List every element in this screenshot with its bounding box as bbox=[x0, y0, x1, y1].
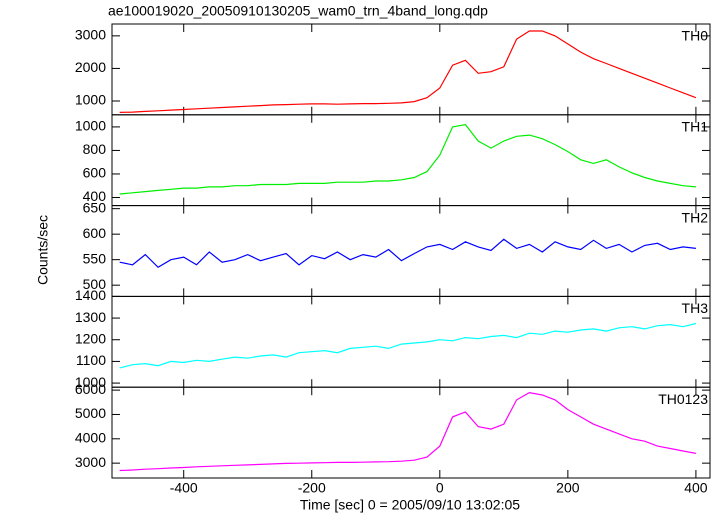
chart-title: ae100019020_20050910130205_wam0_trn_4ban… bbox=[108, 3, 488, 19]
panel-frame bbox=[111, 386, 711, 479]
y-tick-label: 800 bbox=[83, 141, 107, 157]
y-tick-label: 6000 bbox=[75, 381, 106, 397]
y-tick-label: 1000 bbox=[75, 118, 106, 134]
y-tick-label: 1100 bbox=[76, 352, 106, 368]
x-tick-label: 200 bbox=[556, 480, 580, 496]
x-axis-label: Time [sec] 0 = 2005/09/10 13:02:05 bbox=[300, 497, 520, 513]
y-tick-label: 1300 bbox=[75, 309, 106, 325]
y-tick-label: 550 bbox=[83, 250, 107, 266]
panel-label: TH3 bbox=[682, 300, 709, 316]
y-axis-label: Counts/sec bbox=[35, 215, 51, 285]
data-line bbox=[119, 238, 696, 269]
y-tick-label: 1200 bbox=[75, 330, 106, 346]
y-tick-label: 1000 bbox=[75, 374, 106, 390]
y-tick-label: 1400 bbox=[75, 287, 106, 303]
panel-label: TH1 bbox=[682, 119, 709, 135]
panel-label: TH0123 bbox=[658, 391, 708, 407]
y-tick-label: 3000 bbox=[75, 454, 106, 470]
y-tick-label: 2000 bbox=[75, 59, 106, 75]
y-tick-label: 500 bbox=[83, 276, 107, 292]
y-tick-label: 650 bbox=[83, 199, 107, 215]
y-tick-label: 5000 bbox=[75, 405, 106, 421]
x-tick-label: -400 bbox=[170, 480, 198, 496]
data-line bbox=[119, 123, 696, 195]
x-tick-label: -200 bbox=[298, 480, 326, 496]
x-tick-label: 0 bbox=[436, 480, 444, 496]
y-tick-label: 400 bbox=[83, 188, 107, 204]
y-tick-label: 600 bbox=[83, 225, 107, 241]
panel-frame bbox=[111, 295, 711, 388]
y-tick-label: 1000 bbox=[75, 92, 106, 108]
data-line bbox=[119, 391, 697, 472]
y-tick-label: 600 bbox=[83, 165, 107, 181]
x-tick-label: 400 bbox=[684, 480, 708, 496]
panel-label: TH0 bbox=[682, 28, 709, 44]
y-tick-label: 4000 bbox=[75, 430, 106, 446]
panel-frame bbox=[111, 114, 711, 207]
data-line bbox=[119, 322, 697, 369]
y-tick-label: 3000 bbox=[75, 27, 106, 43]
panel-label: TH2 bbox=[682, 209, 709, 225]
panel-frame bbox=[111, 205, 711, 297]
data-line bbox=[119, 30, 697, 113]
